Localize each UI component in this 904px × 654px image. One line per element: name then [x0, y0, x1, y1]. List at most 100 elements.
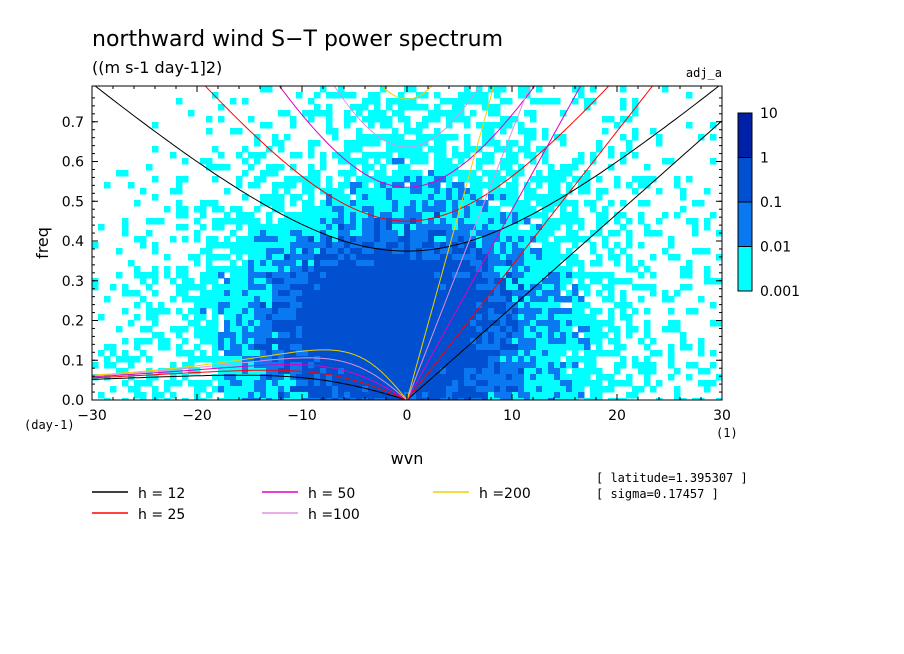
spectrum-cell	[170, 326, 177, 333]
spectrum-cell	[230, 296, 237, 303]
spectrum-cell	[368, 296, 375, 303]
spectrum-cell	[164, 368, 171, 375]
spectrum-cell	[434, 398, 441, 400]
spectrum-cell	[302, 386, 309, 393]
spectrum-cell	[446, 230, 453, 237]
spectrum-cell	[506, 380, 513, 387]
spectrum-cell	[536, 176, 543, 183]
spectrum-cell	[536, 362, 543, 369]
spectrum-cell	[326, 110, 333, 117]
spectrum-cell	[638, 338, 645, 345]
spectrum-cell	[176, 290, 183, 297]
spectrum-cell	[242, 386, 249, 393]
spectrum-cell	[518, 284, 525, 291]
spectrum-cell	[230, 128, 237, 135]
spectrum-cell	[542, 128, 549, 135]
spectrum-cell	[434, 194, 441, 201]
spectrum-cell	[290, 248, 297, 255]
spectrum-cell	[254, 326, 261, 333]
spectrum-cell	[176, 308, 183, 315]
spectrum-cell	[368, 206, 375, 213]
spectrum-cell	[374, 116, 381, 123]
spectrum-cell	[320, 272, 327, 279]
spectrum-cell	[488, 290, 495, 297]
spectrum-cell	[494, 248, 501, 255]
spectrum-cell	[362, 326, 369, 333]
spectrum-cell	[284, 386, 291, 393]
spectrum-cell	[356, 188, 363, 195]
spectrum-cell	[356, 284, 363, 291]
spectrum-cell	[446, 176, 453, 183]
spectrum-cell	[176, 200, 183, 207]
spectrum-cell	[188, 368, 195, 375]
spectrum-cell	[236, 224, 243, 231]
spectrum-cell	[440, 308, 447, 315]
spectrum-cell	[512, 302, 519, 309]
spectrum-cell	[404, 320, 411, 327]
spectrum-cell	[326, 350, 333, 357]
spectrum-cell	[320, 236, 327, 243]
spectrum-cell	[518, 92, 525, 99]
spectrum-cell	[524, 260, 531, 267]
spectrum-cell	[272, 344, 279, 351]
spectrum-cell	[272, 206, 279, 213]
spectrum-cell	[542, 242, 549, 249]
spectrum-cell	[500, 296, 507, 303]
spectrum-cell	[596, 374, 603, 381]
spectrum-cell	[290, 338, 297, 345]
spectrum-cell	[356, 374, 363, 381]
spectrum-cell	[530, 338, 537, 345]
spectrum-cell	[374, 218, 381, 225]
spectrum-cell	[332, 332, 339, 339]
spectrum-cell	[494, 110, 501, 117]
spectrum-cell	[416, 344, 423, 351]
spectrum-cell	[548, 260, 555, 267]
spectrum-cell	[554, 290, 561, 297]
spectrum-cell	[428, 362, 435, 369]
spectrum-cell	[278, 218, 285, 225]
spectrum-cell	[434, 110, 441, 117]
spectrum-cell	[260, 332, 267, 339]
spectrum-cell	[710, 380, 717, 387]
spectrum-cell	[440, 188, 447, 195]
spectrum-cell	[314, 104, 321, 111]
spectrum-cell	[368, 164, 375, 171]
spectrum-cell	[536, 380, 543, 387]
spectrum-cell	[434, 326, 441, 333]
spectrum-cell	[530, 290, 537, 297]
spectrum-cell	[134, 302, 141, 309]
spectrum-cell	[278, 206, 285, 213]
spectrum-cell	[470, 260, 477, 267]
spectrum-cell	[662, 326, 669, 333]
spectrum-cell	[542, 290, 549, 297]
spectrum-cell	[374, 362, 381, 369]
spectrum-cell	[584, 314, 591, 321]
spectrum-cell	[362, 290, 369, 297]
spectrum-cell	[596, 320, 603, 327]
spectrum-cell	[644, 344, 651, 351]
spectrum-cell	[596, 272, 603, 279]
spectrum-cell	[548, 320, 555, 327]
spectrum-cell	[266, 338, 273, 345]
spectrum-cell	[512, 224, 519, 231]
spectrum-cell	[470, 110, 477, 117]
spectrum-cell	[668, 356, 675, 363]
spectrum-cell	[452, 218, 459, 225]
spectrum-cell	[230, 356, 237, 363]
spectrum-cell	[356, 128, 363, 135]
spectrum-cell	[458, 260, 465, 267]
spectrum-cell	[452, 296, 459, 303]
spectrum-cell	[584, 188, 591, 195]
spectrum-cell	[488, 242, 495, 249]
spectrum-cell	[362, 248, 369, 255]
spectrum-cell	[326, 128, 333, 135]
spectrum-cell	[338, 236, 345, 243]
spectrum-cell	[344, 356, 351, 363]
spectrum-cell	[428, 326, 435, 333]
spectrum-cell	[452, 152, 459, 159]
spectrum-cell	[548, 242, 555, 249]
spectrum-cell	[290, 398, 297, 400]
spectrum-cell	[590, 314, 597, 321]
spectrum-cell	[206, 128, 213, 135]
spectrum-cell	[266, 308, 273, 315]
